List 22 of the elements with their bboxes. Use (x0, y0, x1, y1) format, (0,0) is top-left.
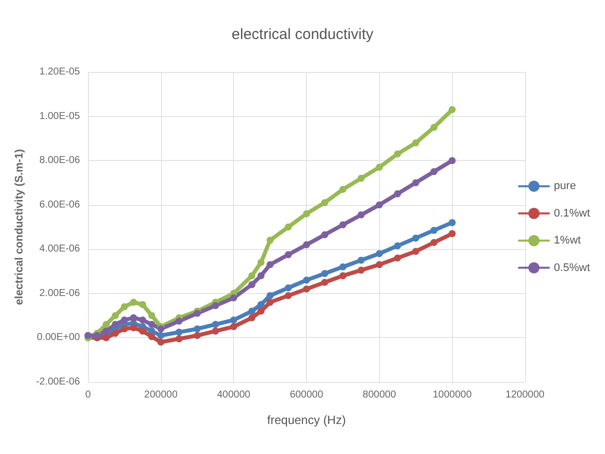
x-tick-label: 200000 (144, 390, 178, 400)
legend-label: pure (554, 180, 576, 192)
x-tick-label: 1200000 (506, 390, 545, 400)
y-tick-label: 2.00E-06 (39, 288, 80, 299)
y-tick-label: 8.00E-06 (39, 155, 80, 166)
y-axis-title: electrical conductivity (S.m-1) (14, 148, 26, 305)
x-tick-label: 400000 (216, 390, 251, 400)
y-tick-label: 1.20E-05 (39, 66, 80, 78)
x-tick-label: 1000000 (432, 390, 472, 400)
y-tick-label: 4.00E-06 (39, 244, 80, 255)
x-axis-title: frequency (Hz) (267, 413, 346, 427)
chart-title: electrical conductivity (232, 26, 374, 43)
y-tick-label: 1.00E-05 (39, 110, 80, 122)
x-tick-label: 600000 (290, 390, 324, 400)
legend-label: 1%wt (554, 234, 581, 247)
x-tick-label: 800000 (362, 390, 396, 400)
y-tick-label: -2.00E-06 (36, 376, 80, 388)
y-tick-label: 6.00E-06 (39, 199, 80, 210)
x-tick-label: 0 (85, 390, 92, 400)
legend-label: 0.5%wt (554, 262, 590, 274)
y-tick-label: 0.00E+00 (36, 332, 80, 344)
legend-label: 0.1%wt (554, 207, 590, 220)
